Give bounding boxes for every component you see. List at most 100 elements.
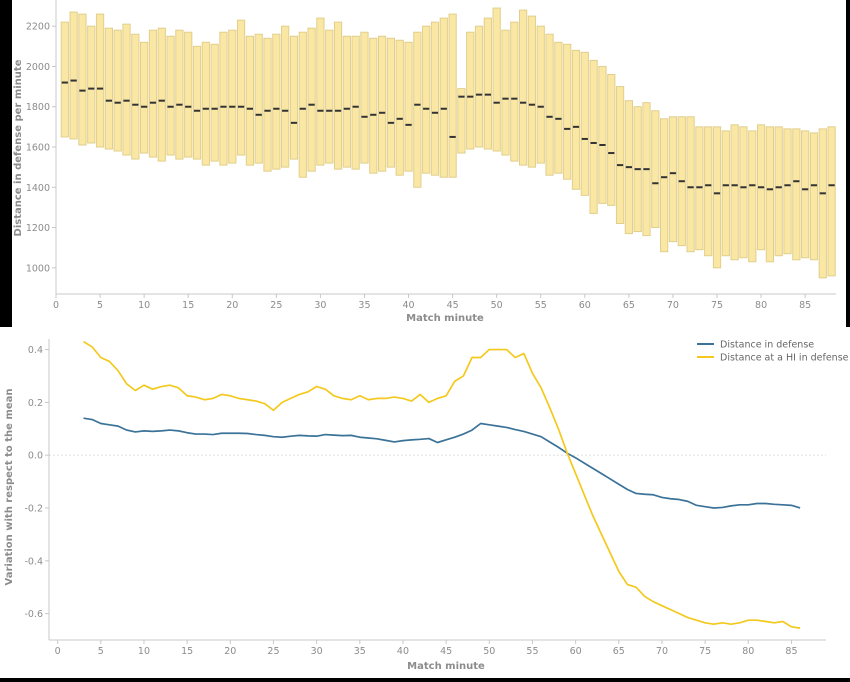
range-bar — [140, 41, 149, 154]
range-bar — [686, 116, 695, 253]
range-bar — [801, 130, 810, 259]
range-bar — [351, 35, 360, 170]
range-bar — [598, 65, 607, 204]
range-bar — [783, 128, 792, 255]
bottom-y-tick-label: -0.4 — [24, 556, 43, 567]
range-bar — [95, 13, 105, 148]
top-x-tick-label: 60 — [579, 300, 591, 311]
range-bar — [748, 130, 757, 263]
range-bar — [492, 7, 501, 152]
bottom-x-axis-title: Match minute — [407, 661, 485, 672]
series-line-distance-in-defense — [83, 417, 801, 509]
range-bar — [148, 29, 158, 158]
top-x-tick-label: 75 — [711, 300, 723, 311]
range-bar — [651, 110, 660, 229]
range-bar — [113, 29, 122, 152]
range-bar — [289, 35, 299, 160]
top-x-tick-label: 85 — [799, 300, 811, 311]
top-x-tick-label: 20 — [226, 300, 238, 311]
range-bar — [78, 13, 87, 146]
range-bar — [712, 126, 722, 269]
range-bar — [201, 41, 210, 166]
bottom-x-tick-label: 80 — [742, 646, 754, 657]
range-bars-axes: 0 5 10 15 20 25 30 35 40 45 50 55 60 65 70 75 80 85 1000 12… — [26, 0, 836, 311]
range-bar — [536, 25, 545, 164]
bottom-x-tick-label: 20 — [224, 646, 236, 657]
range-bar — [660, 118, 669, 253]
top-x-tick-label: 50 — [491, 300, 503, 311]
legend: Distance in defense Distance at a HI in … — [697, 340, 849, 364]
bottom-chart-panel: 0 5 10 15 20 25 30 35 40 45 50 55 60 65 70 75 80 85 -0.6 -0… — [0, 327, 850, 678]
range-bar — [122, 23, 131, 156]
top-x-axis-title: Match minute — [406, 313, 484, 324]
top-x-tick-label: 55 — [535, 300, 547, 311]
bottom-x-tick-label: 45 — [440, 646, 452, 657]
range-bar — [157, 27, 166, 162]
variation-lines-plot-area — [83, 340, 801, 629]
top-y-tick-label: 2000 — [26, 62, 50, 73]
range-bar — [131, 33, 140, 160]
range-bar — [448, 13, 457, 178]
range-bar — [483, 17, 492, 150]
range-bar — [589, 59, 598, 214]
bottom-y-tick-label: -0.2 — [24, 503, 43, 514]
range-bar — [192, 45, 202, 160]
range-bar — [228, 29, 237, 164]
range-bar — [668, 116, 678, 243]
range-bar — [272, 33, 281, 170]
range-bar — [184, 31, 193, 158]
top-chart-panel: 0 5 10 15 20 25 30 35 40 45 50 55 60 65 70 75 80 85 1000 12… — [12, 0, 846, 327]
top-x-tick-label: 15 — [182, 300, 194, 311]
bottom-y-tick-label: 0.2 — [28, 398, 43, 409]
range-bar — [210, 43, 219, 162]
top-y-tick-label: 1800 — [26, 102, 50, 113]
range-bar — [254, 33, 263, 164]
range-bar — [422, 25, 431, 174]
legend-label-distance-at-hi-in-defense: Distance at a HI in defense — [720, 353, 849, 364]
range-bar — [236, 19, 246, 156]
bottom-x-tick-label: 25 — [267, 646, 279, 657]
bottom-x-tick-label: 85 — [785, 646, 797, 657]
range-bar — [263, 37, 272, 172]
range-bar — [527, 15, 537, 168]
variation-axes: 0 5 10 15 20 25 30 35 40 45 50 55 60 65 70 75 80 85 -0.6 -0… — [24, 339, 826, 657]
top-x-tick-label: 35 — [358, 300, 370, 311]
range-bar — [439, 17, 448, 178]
bottom-x-tick-label: 50 — [483, 646, 495, 657]
range-bar — [281, 25, 290, 168]
range-bar — [298, 31, 307, 178]
top-x-tick-label: 65 — [623, 300, 635, 311]
top-y-tick-label: 2200 — [26, 22, 50, 33]
range-bar — [342, 35, 351, 168]
range-bars-plot-area — [60, 7, 836, 279]
top-y-tick-label: 1600 — [26, 143, 50, 154]
top-y-tick-label: 1200 — [26, 223, 50, 234]
range-bar — [695, 126, 704, 251]
range-bar — [333, 21, 343, 170]
range-bar — [325, 29, 334, 164]
range-bar — [307, 27, 316, 172]
range-bar — [818, 128, 827, 279]
bottom-x-tick-label: 40 — [397, 646, 409, 657]
range-bar — [404, 41, 413, 172]
bottom-x-tick-label: 55 — [526, 646, 538, 657]
range-bar — [827, 126, 836, 277]
range-bar — [430, 21, 440, 176]
top-x-tick-label: 80 — [755, 300, 767, 311]
range-bar — [316, 17, 325, 166]
range-bar — [510, 21, 519, 162]
range-bar — [69, 11, 78, 140]
range-bar — [580, 51, 589, 196]
bottom-x-tick-label: 70 — [656, 646, 668, 657]
range-bar-chart: 0 5 10 15 20 25 30 35 40 45 50 55 60 65 70 75 80 85 1000 12… — [13, 0, 836, 324]
range-bar — [457, 88, 466, 154]
top-x-tick-label: 30 — [314, 300, 326, 311]
range-bar — [104, 27, 113, 150]
legend-label-distance-in-defense: Distance in defense — [720, 340, 814, 351]
bottom-x-tick-label: 65 — [613, 646, 625, 657]
range-bar — [377, 35, 387, 172]
range-bar — [474, 25, 484, 148]
bottom-y-tick-label: 0.4 — [28, 345, 43, 356]
range-bar — [563, 43, 572, 180]
top-y-tick-label: 1000 — [26, 263, 50, 274]
